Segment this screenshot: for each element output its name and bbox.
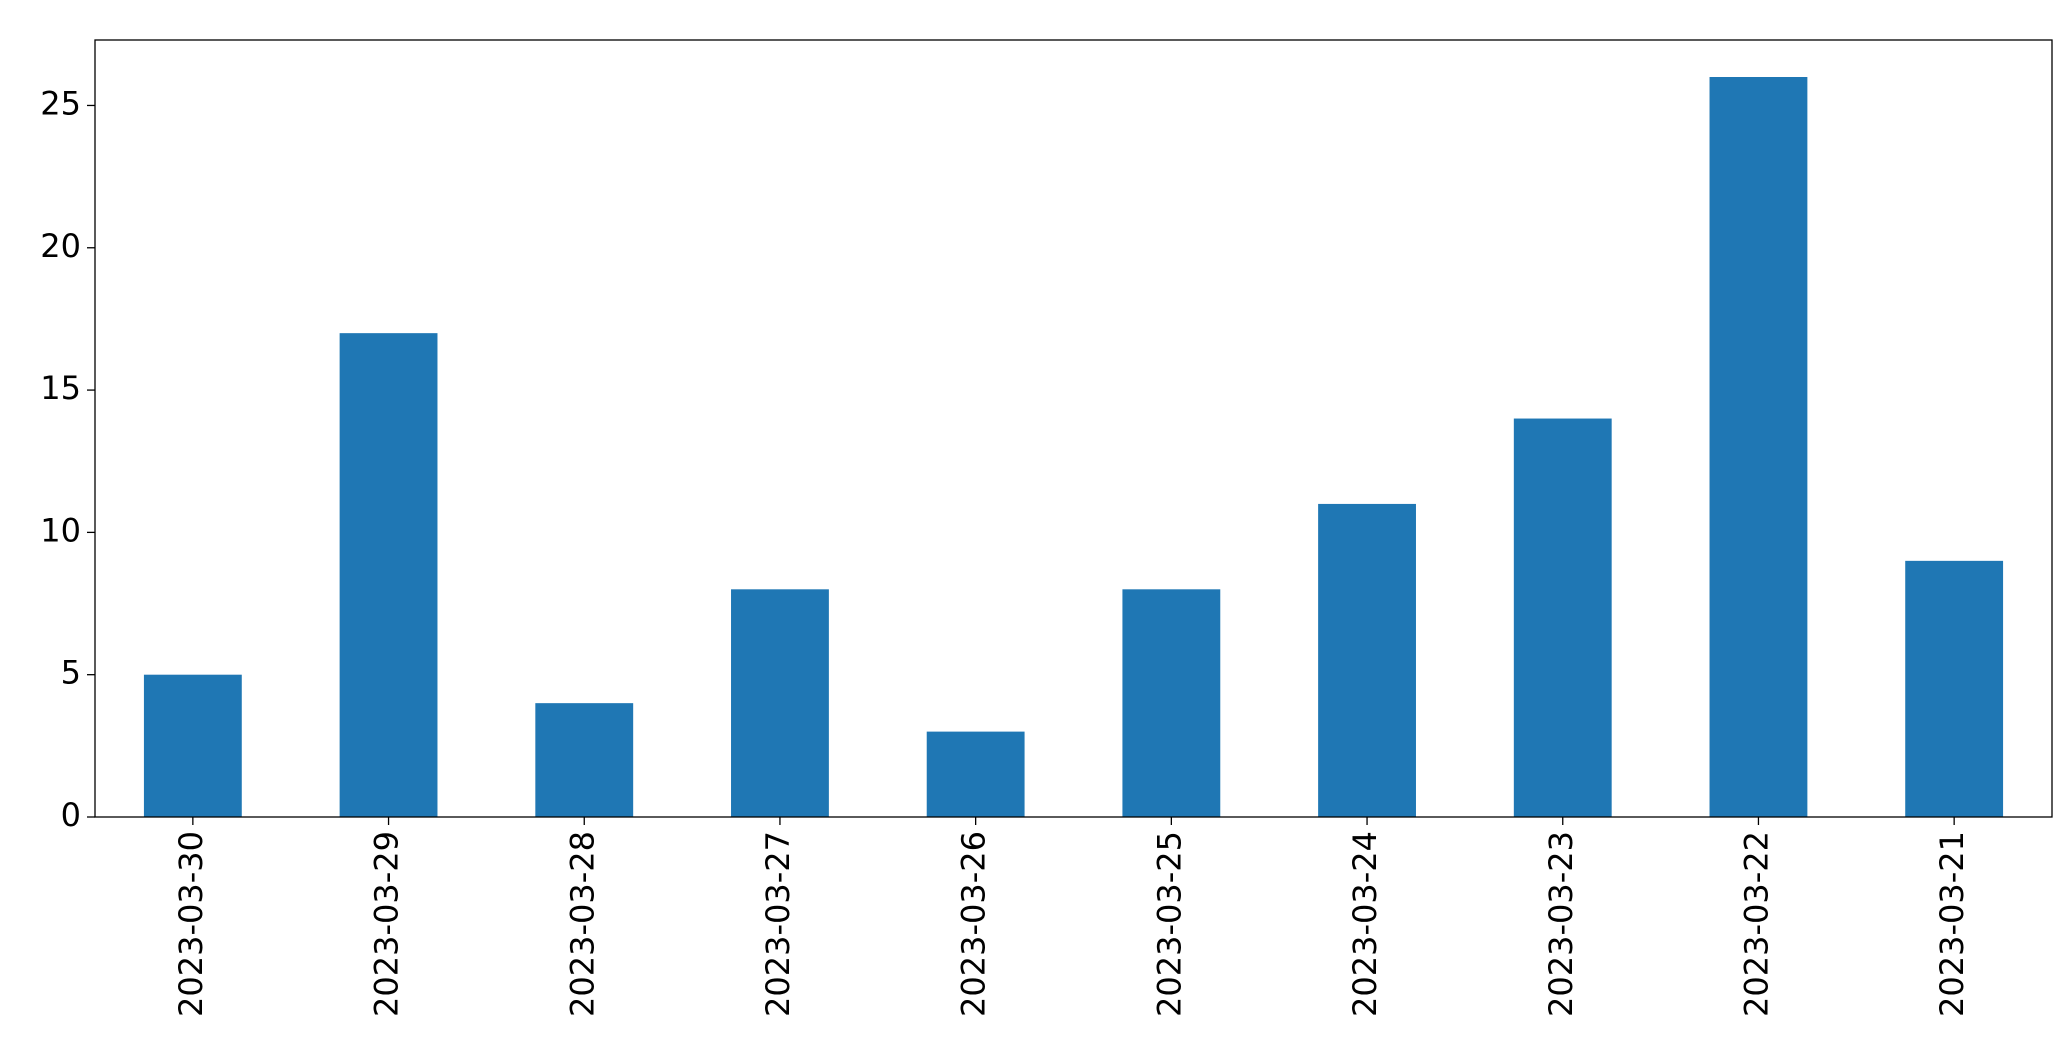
x-tick-label: 2023-03-27 <box>759 831 797 1017</box>
x-tick-label: 2023-03-22 <box>1737 831 1775 1017</box>
bar <box>1513 418 1612 817</box>
bar <box>1709 77 1808 817</box>
bar <box>731 589 829 817</box>
x-tick-label: 2023-03-29 <box>368 831 406 1017</box>
y-tick-label: 10 <box>40 511 81 549</box>
bar <box>143 674 242 817</box>
x-tick-label: 2023-03-21 <box>1933 831 1971 1017</box>
bar <box>926 731 1025 817</box>
x-tick-label: 2023-03-26 <box>955 831 993 1017</box>
bar <box>1905 560 2004 817</box>
y-tick-label: 20 <box>40 227 81 265</box>
y-tick-label: 0 <box>61 796 81 834</box>
y-tick-label: 25 <box>40 84 81 122</box>
y-tick-label: 5 <box>61 654 81 692</box>
bar <box>535 703 634 817</box>
bar <box>1122 589 1221 817</box>
x-tick-label: 2023-03-28 <box>563 831 601 1017</box>
x-tick-label: 2023-03-30 <box>172 831 210 1017</box>
x-tick-label: 2023-03-25 <box>1150 831 1188 1017</box>
y-tick-label: 15 <box>40 369 81 407</box>
bar <box>339 333 438 817</box>
x-tick-label: 2023-03-24 <box>1346 831 1384 1017</box>
x-tick-label: 2023-03-23 <box>1542 831 1580 1017</box>
bar <box>1318 503 1416 817</box>
plot-frame <box>94 39 2053 818</box>
